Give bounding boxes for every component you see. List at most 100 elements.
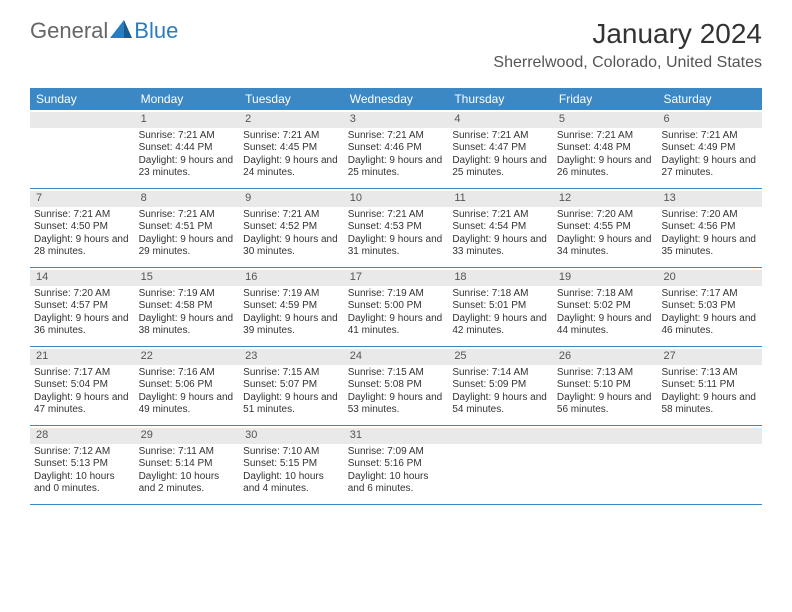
day-cell: 15Sunrise: 7:19 AMSunset: 4:58 PMDayligh… xyxy=(135,268,240,346)
week-row: 7Sunrise: 7:21 AMSunset: 4:50 PMDaylight… xyxy=(30,189,762,268)
sunrise-text: Sunrise: 7:21 AM xyxy=(139,209,236,222)
week-row: 21 Sunrise: 7:17 AMSunset: 5:04 PMDayligh… xyxy=(30,347,762,426)
daylight-text: Daylight: 9 hours and 25 minutes. xyxy=(452,155,549,180)
day-cell: 22Sunrise: 7:16 AMSunset: 5:06 PMDayligh… xyxy=(135,347,240,425)
day-number: 8 xyxy=(135,191,240,207)
daylight-text: Daylight: 9 hours and 31 minutes. xyxy=(348,234,445,259)
calendar-grid: SundayMondayTuesdayWednesdayThursdayFrid… xyxy=(30,88,762,505)
logo-triangle-icon xyxy=(110,20,132,43)
sunset-text: Sunset: 4:58 PM xyxy=(139,300,236,313)
sunset-text: Sunset: 5:02 PM xyxy=(557,300,654,313)
sunset-text: Sunset: 5:14 PM xyxy=(139,458,236,471)
day-info: Sunrise: 7:21 AMSunset: 4:48 PMDaylight:… xyxy=(557,130,654,180)
day-number: 17 xyxy=(344,270,449,286)
sunset-text: Sunset: 4:57 PM xyxy=(34,300,131,313)
day-info: Sunrise: 7:19 AMSunset: 4:58 PMDaylight:… xyxy=(139,288,236,338)
sunrise-text: Sunrise: 7:21 AM xyxy=(34,209,131,222)
sunrise-text: Sunrise: 7:19 AM xyxy=(139,288,236,301)
weekday-header-cell: Saturday xyxy=(657,88,762,110)
day-info: Sunrise: 7:21 AMSunset: 4:46 PMDaylight:… xyxy=(348,130,445,180)
day-info: Sunrise: 7:16 AMSunset: 5:06 PMDaylight:… xyxy=(139,367,236,417)
daylight-text: Daylight: 10 hours and 6 minutes. xyxy=(348,471,445,496)
day-cell: 12Sunrise: 7:20 AMSunset: 4:55 PMDayligh… xyxy=(553,189,658,267)
weekday-header-row: SundayMondayTuesdayWednesdayThursdayFrid… xyxy=(30,88,762,110)
weekday-header-cell: Tuesday xyxy=(239,88,344,110)
day-cell xyxy=(448,426,553,504)
day-number: 4 xyxy=(448,112,553,128)
day-number xyxy=(553,428,658,444)
day-cell: 24 Sunrise: 7:15 AMSunset: 5:08 PMDayligh… xyxy=(344,347,449,425)
day-info: Sunrise: 7:12 AMSunset: 5:13 PMDaylight:… xyxy=(34,446,131,496)
day-info: Sunrise: 7:17 AMSunset: 5:04 PMDaylight:… xyxy=(34,367,131,417)
day-cell: 3Sunrise: 7:21 AMSunset: 4:46 PMDaylight… xyxy=(344,110,449,188)
day-info: Sunrise: 7:21 AMSunset: 4:52 PMDaylight:… xyxy=(243,209,340,259)
week-row: 28Sunrise: 7:12 AMSunset: 5:13 PMDayligh… xyxy=(30,426,762,505)
daylight-text: Daylight: 9 hours and 36 minutes. xyxy=(34,313,131,338)
day-cell: 28Sunrise: 7:12 AMSunset: 5:13 PMDayligh… xyxy=(30,426,135,504)
day-number xyxy=(30,112,135,128)
day-info: Sunrise: 7:21 AMSunset: 4:49 PMDaylight:… xyxy=(661,130,758,180)
title-block: January 2024 Sherrelwood, Colorado, Unit… xyxy=(493,18,762,72)
day-number: 21 xyxy=(30,349,135,365)
daylight-text: Daylight: 9 hours and 46 minutes. xyxy=(661,313,758,338)
daylight-text: Daylight: 10 hours and 2 minutes. xyxy=(139,471,236,496)
day-number: 13 xyxy=(657,191,762,207)
logo-text-general: General xyxy=(30,18,108,44)
day-cell: 7Sunrise: 7:21 AMSunset: 4:50 PMDaylight… xyxy=(30,189,135,267)
day-info: Sunrise: 7:21 AMSunset: 4:51 PMDaylight:… xyxy=(139,209,236,259)
day-number: 5 xyxy=(553,112,658,128)
day-info: Sunrise: 7:13 AMSunset: 5:10 PMDaylight:… xyxy=(557,367,654,417)
day-info: Sunrise: 7:17 AMSunset: 5:03 PMDaylight:… xyxy=(661,288,758,338)
sunset-text: Sunset: 4:51 PM xyxy=(139,221,236,234)
sunset-text: Sunset: 5:16 PM xyxy=(348,458,445,471)
sunrise-text: Sunrise: 7:20 AM xyxy=(34,288,131,301)
day-info: Sunrise: 7:21 AMSunset: 4:47 PMDaylight:… xyxy=(452,130,549,180)
day-number: 1 xyxy=(135,112,240,128)
sunset-text: Sunset: 5:01 PM xyxy=(452,300,549,313)
day-number: 18 xyxy=(448,270,553,286)
daylight-text: Daylight: 9 hours and 56 minutes. xyxy=(557,392,654,417)
sunset-text: Sunset: 4:50 PM xyxy=(34,221,131,234)
weekday-header-cell: Thursday xyxy=(448,88,553,110)
daylight-text: Daylight: 9 hours and 27 minutes. xyxy=(661,155,758,180)
daylight-text: Daylight: 9 hours and 38 minutes. xyxy=(139,313,236,338)
day-number: 24 xyxy=(344,349,449,365)
sunset-text: Sunset: 4:48 PM xyxy=(557,142,654,155)
day-info: Sunrise: 7:09 AMSunset: 5:16 PMDaylight:… xyxy=(348,446,445,496)
sunrise-text: Sunrise: 7:19 AM xyxy=(243,288,340,301)
sunset-text: Sunset: 5:10 PM xyxy=(557,379,654,392)
day-cell: 21 Sunrise: 7:17 AMSunset: 5:04 PMDayligh… xyxy=(30,347,135,425)
weekday-header-cell: Wednesday xyxy=(344,88,449,110)
daylight-text: Daylight: 9 hours and 24 minutes. xyxy=(243,155,340,180)
sunrise-text: Sunrise: 7:19 AM xyxy=(348,288,445,301)
sunset-text: Sunset: 4:46 PM xyxy=(348,142,445,155)
day-cell xyxy=(30,110,135,188)
day-cell: 16Sunrise: 7:19 AMSunset: 4:59 PMDayligh… xyxy=(239,268,344,346)
daylight-text: Daylight: 9 hours and 30 minutes. xyxy=(243,234,340,259)
day-cell: 30Sunrise: 7:10 AMSunset: 5:15 PMDayligh… xyxy=(239,426,344,504)
daylight-text: Daylight: 9 hours and 23 minutes. xyxy=(139,155,236,180)
day-info: Sunrise: 7:15 AMSunset: 5:07 PMDaylight:… xyxy=(243,367,340,417)
day-cell: 25Sunrise: 7:14 AMSunset: 5:09 PMDayligh… xyxy=(448,347,553,425)
sunset-text: Sunset: 4:49 PM xyxy=(661,142,758,155)
day-cell: 18 Sunrise: 7:18 AMSunset: 5:01 PMDayligh… xyxy=(448,268,553,346)
daylight-text: Daylight: 9 hours and 41 minutes. xyxy=(348,313,445,338)
day-number: 11 xyxy=(448,191,553,207)
day-info: Sunrise: 7:18 AMSunset: 5:01 PMDaylight:… xyxy=(452,288,549,338)
sunset-text: Sunset: 4:53 PM xyxy=(348,221,445,234)
sunset-text: Sunset: 4:47 PM xyxy=(452,142,549,155)
day-number: 9 xyxy=(239,191,344,207)
sunrise-text: Sunrise: 7:14 AM xyxy=(452,367,549,380)
daylight-text: Daylight: 9 hours and 34 minutes. xyxy=(557,234,654,259)
day-cell: 8 Sunrise: 7:21 AMSunset: 4:51 PMDaylight… xyxy=(135,189,240,267)
sunset-text: Sunset: 5:13 PM xyxy=(34,458,131,471)
day-cell: 17Sunrise: 7:19 AMSunset: 5:00 PMDayligh… xyxy=(344,268,449,346)
day-number: 6 xyxy=(657,112,762,128)
sunrise-text: Sunrise: 7:21 AM xyxy=(557,130,654,143)
sunset-text: Sunset: 5:15 PM xyxy=(243,458,340,471)
daylight-text: Daylight: 10 hours and 4 minutes. xyxy=(243,471,340,496)
sunrise-text: Sunrise: 7:21 AM xyxy=(243,209,340,222)
day-info: Sunrise: 7:15 AMSunset: 5:08 PMDaylight:… xyxy=(348,367,445,417)
daylight-text: Daylight: 9 hours and 26 minutes. xyxy=(557,155,654,180)
sunrise-text: Sunrise: 7:21 AM xyxy=(348,130,445,143)
